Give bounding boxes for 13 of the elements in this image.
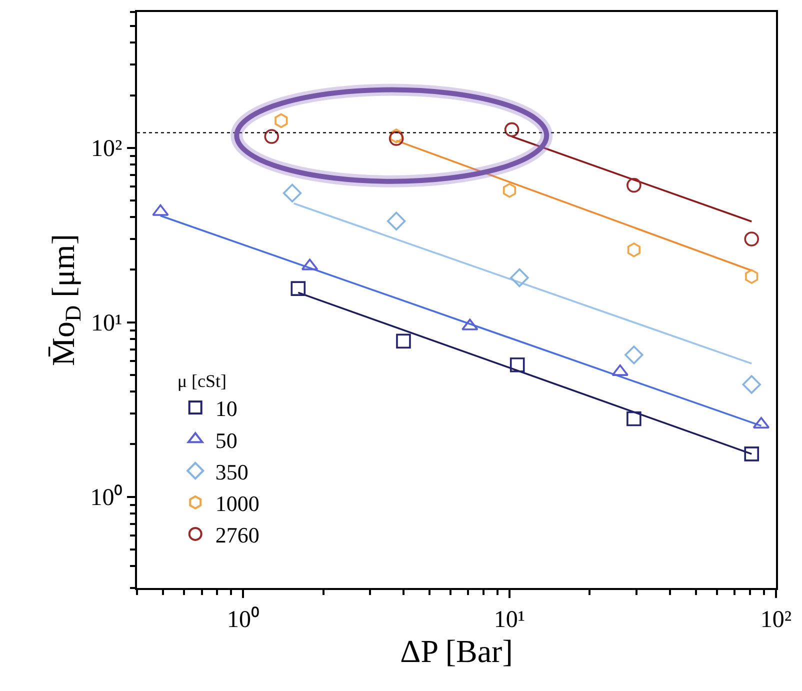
x-tick-label: 10¹ — [494, 606, 526, 633]
x-axis-title: ΔP [Bar] — [400, 633, 513, 670]
x-tick-label: 10² — [760, 606, 792, 633]
legend-label: 2760 — [215, 522, 260, 548]
x-tick-label: 10⁰ — [227, 606, 260, 633]
legend-label: 1000 — [215, 490, 260, 516]
y-tick-label: 10² — [90, 136, 122, 162]
y-tick-label: 10¹ — [90, 310, 122, 337]
y-tick-label: 10⁰ — [90, 484, 122, 512]
legend-label: 350 — [215, 459, 248, 484]
legend-label: 50 — [215, 428, 238, 453]
legend-label: 10 — [215, 396, 238, 422]
legend-title: μ [cSt] — [177, 370, 226, 391]
